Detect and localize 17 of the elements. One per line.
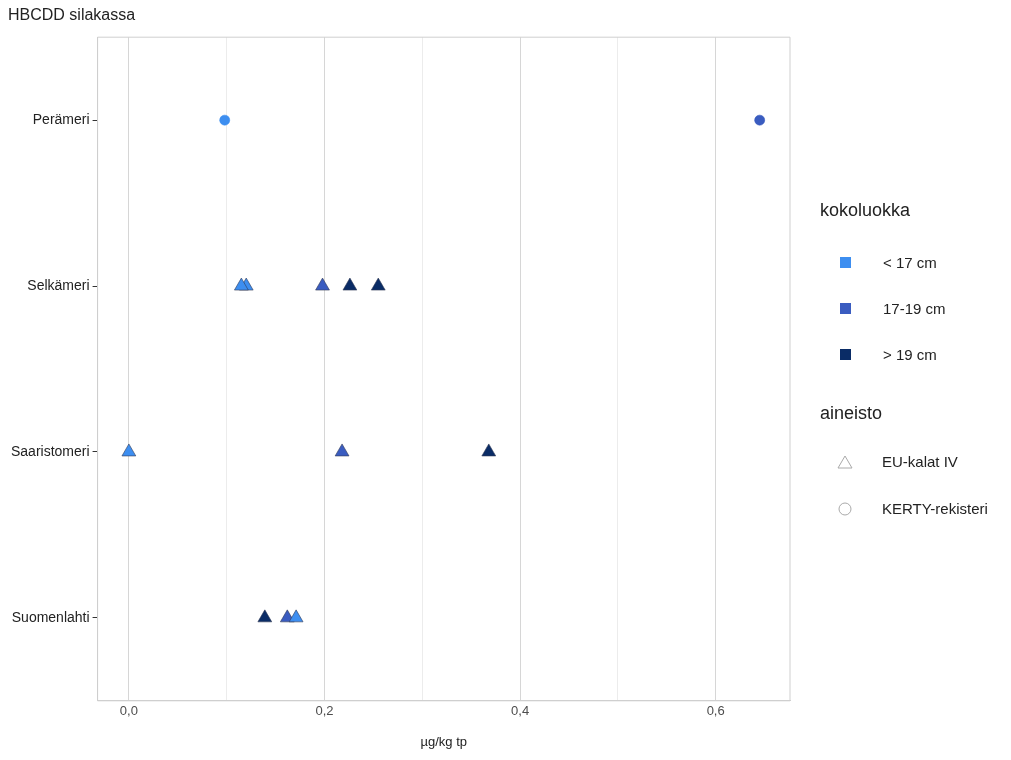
x-tick-label: 0,2 xyxy=(315,703,334,719)
legend-label: < 17 cm xyxy=(883,253,937,271)
x-tick-label: 0,0 xyxy=(119,703,138,719)
text: kokoluokka xyxy=(820,200,911,220)
y-tick-label: Saaristomeri xyxy=(10,442,90,459)
y-tick-label: Suomenlahti xyxy=(11,608,90,625)
x-axis-title: µg/kg tp xyxy=(420,733,468,749)
y-tick-label: Selkämeri xyxy=(27,276,90,293)
y-tick-label: Perämeri xyxy=(32,111,90,128)
legend-label: 17-19 cm xyxy=(883,299,946,317)
x-tick-label: 0,4 xyxy=(511,703,530,719)
text: KERTY-rekisteri xyxy=(882,500,988,517)
text: EU-kalat IV xyxy=(882,453,958,470)
legend-label: > 19 cm xyxy=(883,345,937,363)
chart-title: HBCDD silakassa xyxy=(8,6,136,24)
x-tick-label: 0,6 xyxy=(706,703,725,719)
text: aineisto xyxy=(820,403,883,423)
